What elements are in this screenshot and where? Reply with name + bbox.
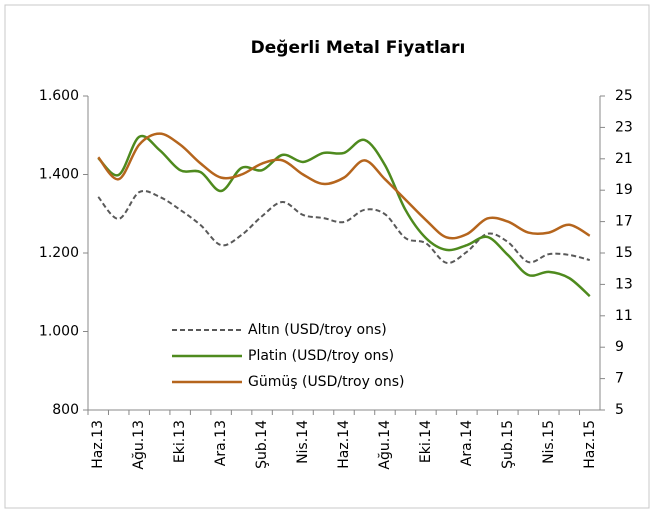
y2-tick-label: 19 [615, 182, 633, 198]
x-tick-label: Şub.15 [500, 420, 516, 469]
y-tick-label: 1.000 [39, 324, 79, 340]
y-tick-label: 1.200 [39, 245, 79, 261]
y2-tick-label: 15 [615, 245, 633, 261]
legend-label: Altın (USD/troy ons) [248, 322, 387, 338]
chart-title: Değerli Metal Fiyatları [251, 38, 466, 58]
y2-tick-label: 9 [615, 339, 624, 355]
x-tick-label: Ağu.14 [377, 420, 393, 470]
x-tick-label: Eki.13 [172, 420, 188, 463]
y2-tick-label: 17 [615, 214, 633, 230]
x-tick-label: Eki.14 [418, 420, 434, 463]
x-tick-label: Haz.13 [90, 420, 106, 469]
y-tick-label: 800 [52, 402, 79, 418]
x-tick-label: Haz.15 [582, 420, 598, 469]
x-tick-label: Şub.14 [254, 420, 270, 469]
y-tick-label: 1.600 [39, 88, 79, 104]
series-line [97, 132, 591, 240]
series-line [97, 189, 591, 264]
legend-label: Gümüş (USD/troy ons) [248, 374, 405, 390]
y2-tick-label: 11 [615, 308, 633, 324]
y2-tick-label: 21 [615, 151, 633, 167]
x-tick-label: Ağu.13 [131, 420, 147, 470]
x-tick-label: Ara.14 [459, 420, 475, 466]
legend-label: Platin (USD/troy ons) [248, 348, 394, 364]
x-tick-label: Nis.15 [541, 420, 557, 464]
y2-tick-label: 13 [615, 276, 633, 292]
y2-tick-label: 23 [615, 119, 633, 135]
x-tick-label: Haz.14 [336, 420, 352, 469]
x-tick-label: Nis.14 [295, 420, 311, 464]
x-tick-label: Ara.13 [213, 420, 229, 466]
y2-tick-label: 25 [615, 88, 633, 104]
y-tick-label: 1.400 [39, 167, 79, 183]
series-line [97, 134, 591, 298]
y2-tick-label: 5 [615, 402, 624, 418]
y2-tick-label: 7 [615, 371, 624, 387]
